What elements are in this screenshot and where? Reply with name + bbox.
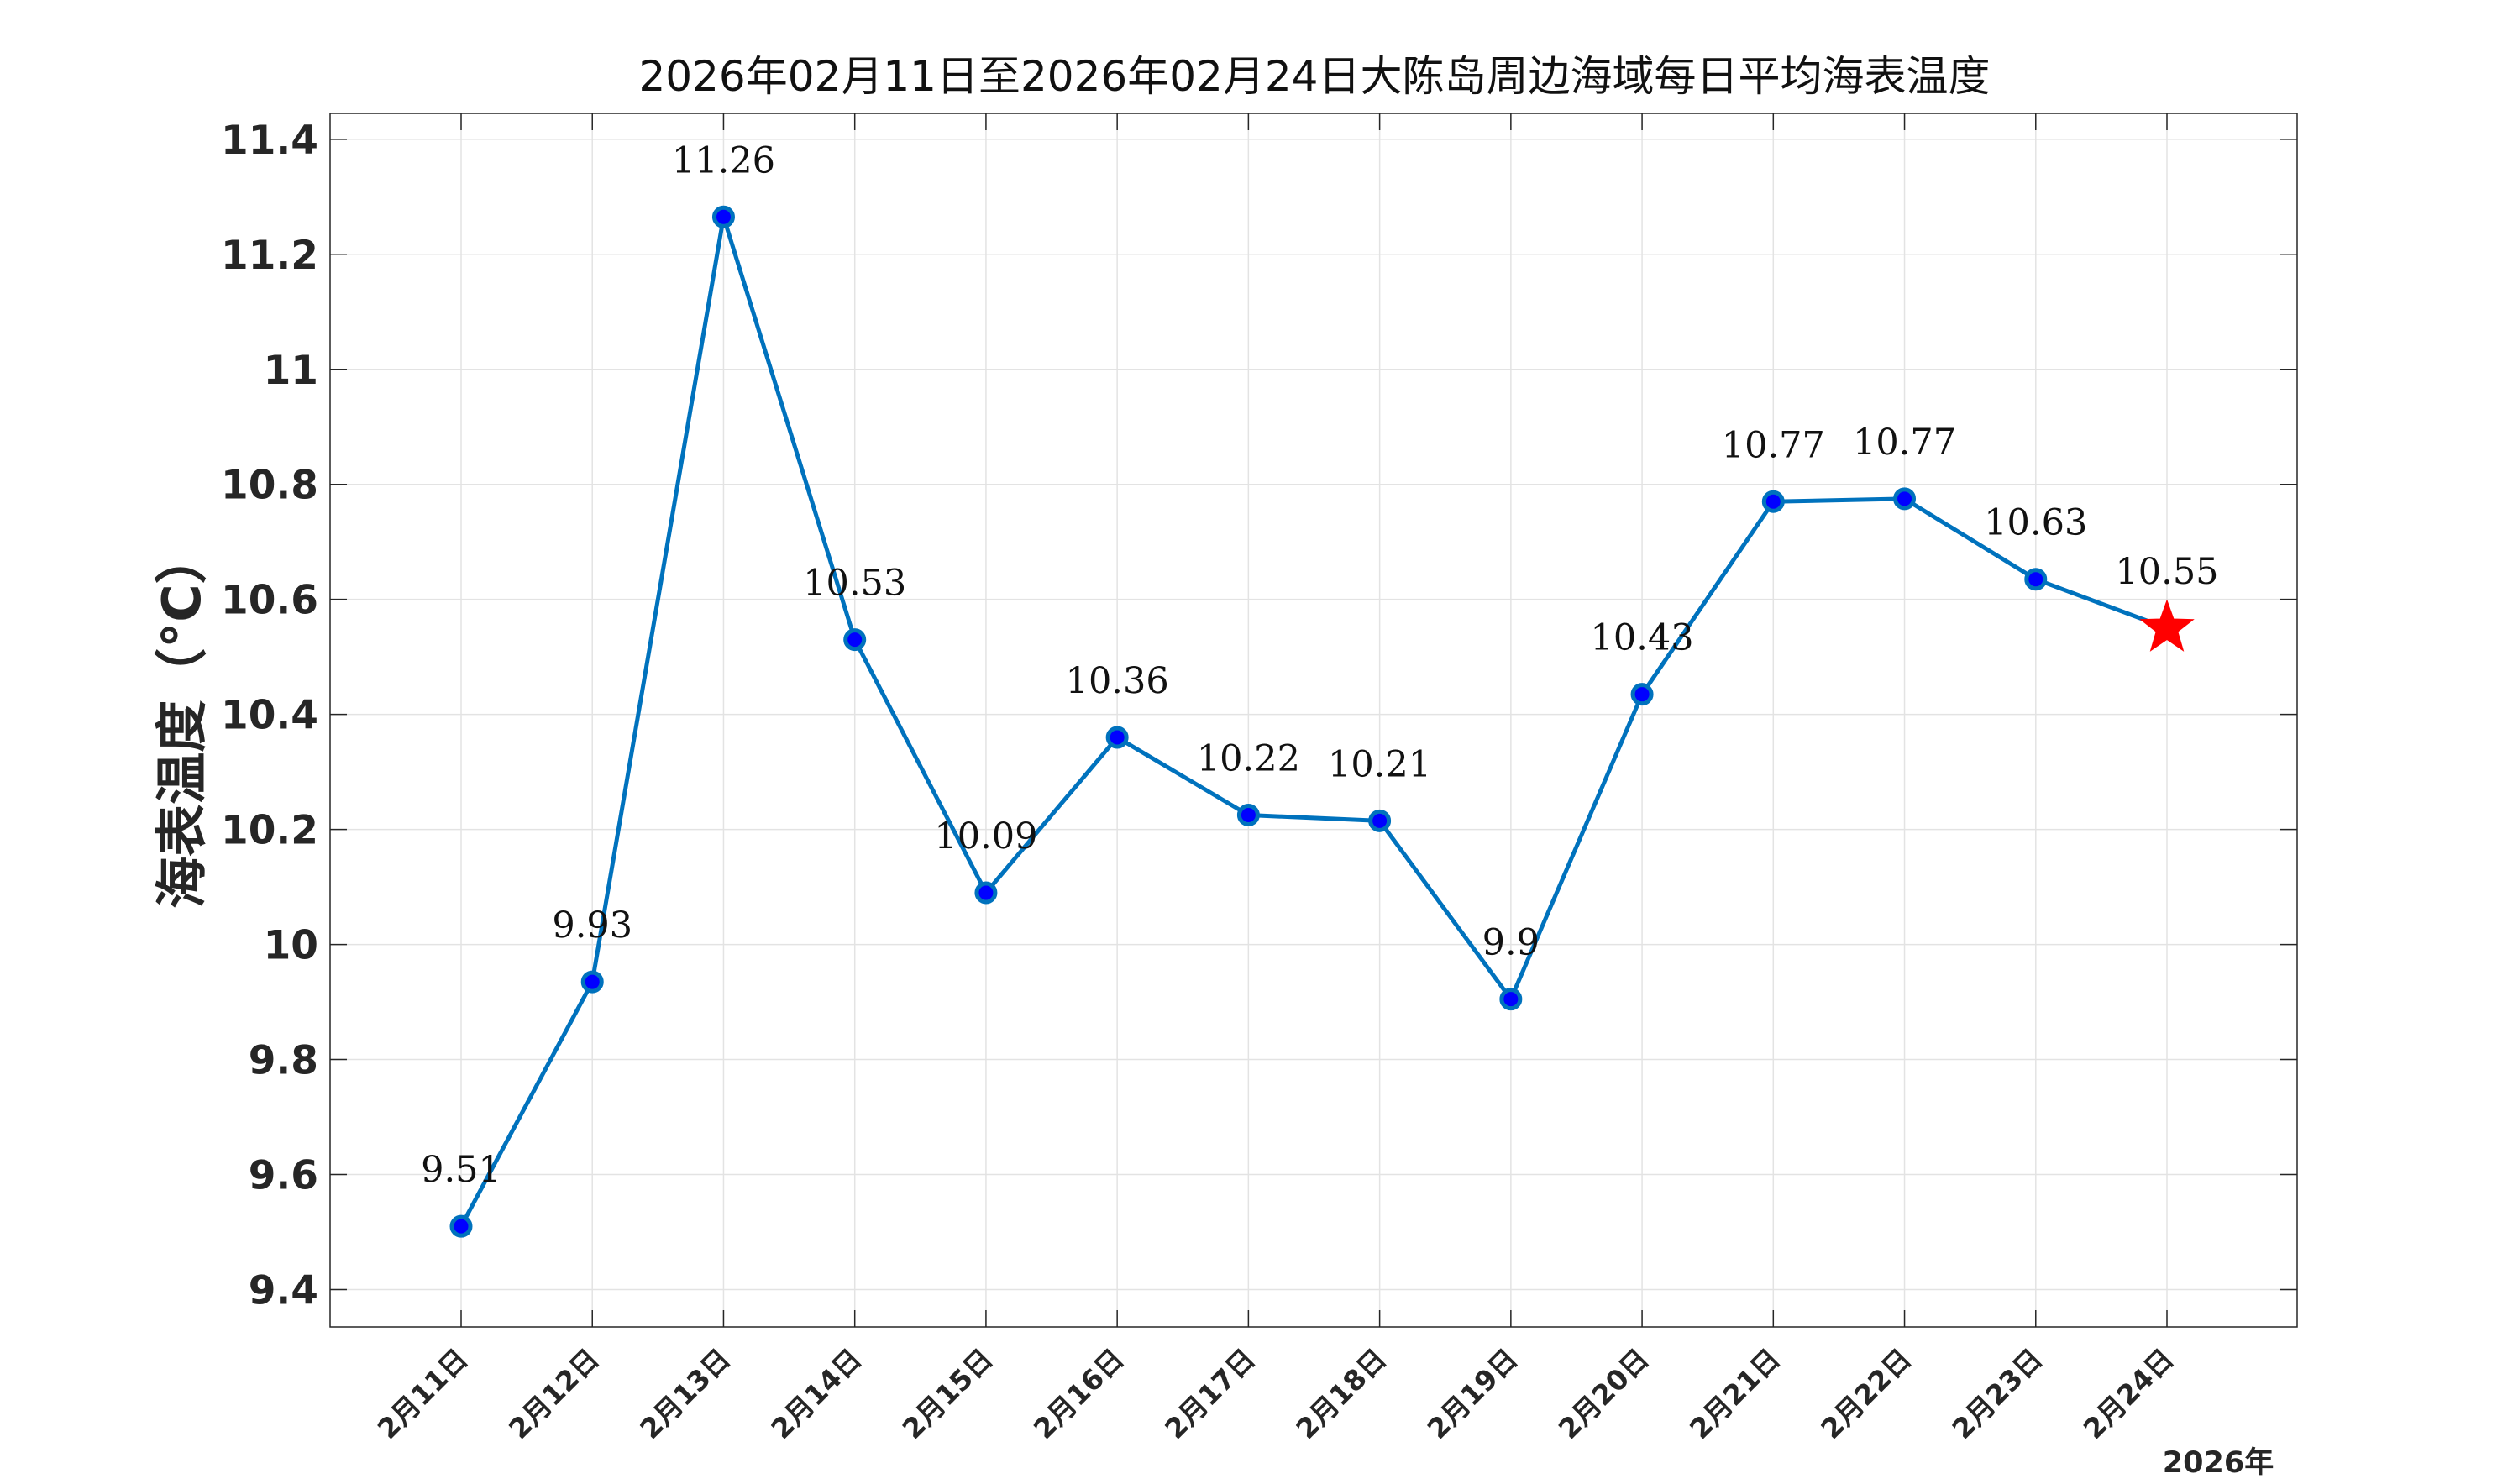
data-point-marker	[1499, 988, 1523, 1011]
data-point-marker	[1761, 490, 1785, 513]
y-tick-label: 9.8	[249, 1038, 318, 1084]
y-tick-label: 10.4	[221, 693, 318, 739]
data-point-marker	[974, 881, 998, 905]
data-label: 10.77	[1722, 424, 1825, 466]
data-label: 10.09	[934, 815, 1037, 857]
data-label: 9.51	[421, 1149, 501, 1191]
data-label: 9.9	[1482, 922, 1540, 964]
y-tick-label: 11.4	[221, 118, 318, 164]
y-tick-label: 11	[264, 348, 318, 394]
y-tick-label: 10	[264, 923, 318, 969]
data-label: 10.36	[1066, 660, 1169, 702]
data-point-marker	[1105, 726, 1129, 749]
data-point-marker	[711, 205, 735, 228]
data-point-marker	[1893, 487, 1917, 511]
data-point-marker	[843, 628, 867, 652]
data-label: 10.21	[1328, 743, 1431, 785]
temperature-series	[449, 205, 2195, 1238]
year-label: 2026年	[2163, 1446, 2274, 1480]
y-tick-label: 10.2	[221, 808, 318, 854]
data-label: 9.93	[552, 905, 632, 947]
data-point-marker	[1236, 803, 1260, 826]
y-tick-label: 9.4	[249, 1267, 318, 1314]
y-tick-label: 10.8	[221, 463, 318, 509]
data-labels: 9.51 9.93 11.26 10.53 10.09 10.36 10.22 10.21 9.…	[421, 139, 2218, 1191]
y-axis-ticks: 9.4 9.6 9.8 10 10.2 10.4 10.6 10.8 11 11.2 11.4	[221, 118, 2297, 1314]
data-label: 10.55	[2115, 551, 2218, 593]
data-label: 10.22	[1197, 737, 1300, 779]
data-label: 10.43	[1591, 617, 1694, 659]
y-tick-label: 11.2	[221, 233, 318, 279]
highlight-star-marker	[2139, 599, 2195, 652]
y-axis-label: 海表温度（°C）	[151, 532, 212, 909]
chart-title: 2026年02月11日至2026年02月24日大陈岛周边海域每日平均海表温度	[639, 52, 1991, 101]
plot-area-frame	[329, 113, 2298, 1328]
series-line	[459, 214, 2168, 1228]
data-label: 11.26	[672, 139, 775, 181]
data-point-marker	[449, 1214, 473, 1238]
data-point-marker	[1630, 683, 1654, 706]
data-point-marker	[580, 970, 604, 994]
y-tick-label: 10.6	[221, 578, 318, 624]
y-tick-label: 9.6	[249, 1153, 318, 1199]
data-point-marker	[2024, 568, 2048, 591]
data-label: 10.63	[1984, 502, 2087, 544]
data-label: 10.77	[1853, 422, 1956, 464]
data-point-marker	[1368, 809, 1392, 832]
grid-lines	[330, 113, 2297, 1327]
data-label: 10.53	[803, 563, 906, 605]
